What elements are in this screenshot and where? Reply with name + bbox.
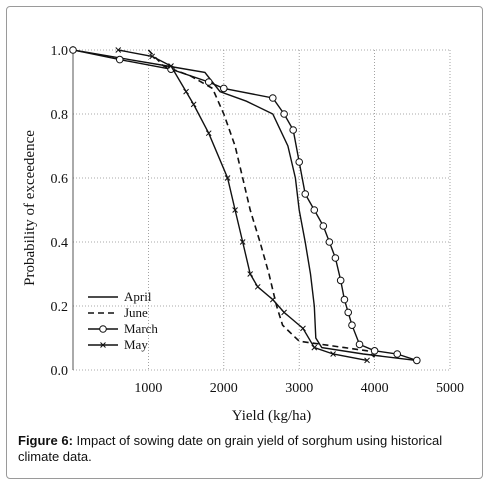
cross-marker (269, 296, 276, 303)
axes: 0.0 0.2 0.4 0.6 0.8 1.0 1000 2000 3000 4000 5000 (51, 44, 465, 396)
y-tick-label: 0.4 (51, 236, 69, 251)
cross-marker (311, 344, 318, 351)
circle-marker (319, 222, 328, 230)
circle-marker (115, 55, 124, 64)
y-tick-label: 0.8 (51, 108, 69, 123)
caption-text: Impact of sowing date on grain yield of … (18, 433, 443, 464)
cross-marker (330, 351, 336, 357)
legend-label: May (124, 337, 148, 352)
circle-marker (348, 321, 356, 330)
circle-marker (289, 126, 297, 134)
circle-marker (325, 238, 334, 246)
circle-marker (370, 347, 379, 355)
legend-item-may: May (88, 337, 148, 352)
x-tick-label: 3000 (285, 381, 313, 396)
circle-marker (310, 206, 319, 214)
cross-marker (205, 130, 212, 137)
cross-marker (364, 357, 370, 364)
circle-marker (344, 308, 353, 317)
x-tick-label: 1000 (134, 381, 162, 396)
circle-marker (204, 78, 213, 86)
series-group (69, 46, 421, 365)
cross-marker (224, 175, 231, 181)
y-tick-label: 0.0 (51, 364, 69, 379)
legend-item-march: March (88, 321, 158, 336)
series-may (115, 47, 370, 364)
cross-marker (254, 283, 261, 290)
series-line-june (147, 49, 376, 358)
cross-marker (168, 63, 174, 69)
chart: 0.0 0.2 0.4 0.6 0.8 1.0 1000 2000 3000 4000 5000 Y… (22, 44, 465, 424)
cross-marker (232, 207, 238, 213)
legend-item-june: June (88, 305, 148, 320)
x-tick-label: 4000 (361, 381, 389, 396)
legend-label: March (124, 321, 158, 336)
circle-marker (99, 325, 107, 333)
circle-marker (295, 158, 304, 166)
series-march (69, 46, 421, 365)
x-tick-label: 5000 (436, 381, 464, 396)
cross-marker (149, 53, 156, 60)
circle-marker (336, 276, 345, 285)
series-line-may (118, 49, 368, 362)
cross-marker (239, 239, 246, 245)
circle-marker (280, 110, 288, 118)
cross-marker (100, 342, 106, 348)
caption-label: Figure 6: (18, 433, 73, 448)
circle-marker (220, 84, 228, 93)
circle-marker (269, 94, 277, 102)
y-tick-label: 1.0 (51, 44, 69, 59)
y-axis-label: Probability of exceedence (22, 130, 38, 286)
cross-marker (247, 271, 254, 277)
circle-marker (340, 295, 349, 304)
series-line-march (72, 49, 418, 362)
x-tick-label: 2000 (210, 381, 238, 396)
cross-marker (115, 47, 122, 53)
cross-marker (300, 325, 306, 332)
circle-marker (331, 254, 340, 262)
cross-marker (190, 101, 197, 108)
x-axis-label: Yield (kg/ha) (232, 408, 312, 424)
legend-item-april: April (88, 289, 152, 304)
circle-marker (393, 350, 402, 358)
circle-marker (413, 356, 421, 365)
figure-caption: Figure 6: Impact of sowing date on grain… (18, 433, 478, 465)
cross-marker (281, 309, 287, 316)
circle-marker (301, 190, 310, 198)
circle-marker (355, 340, 364, 349)
cross-marker (183, 88, 189, 95)
legend-label: April (124, 289, 152, 304)
legend-label: June (124, 305, 148, 320)
circle-marker (69, 46, 77, 54)
series-june (147, 49, 376, 358)
y-tick-label: 0.2 (51, 300, 69, 315)
y-tick-label: 0.6 (51, 172, 69, 187)
figure-frame (6, 6, 483, 479)
